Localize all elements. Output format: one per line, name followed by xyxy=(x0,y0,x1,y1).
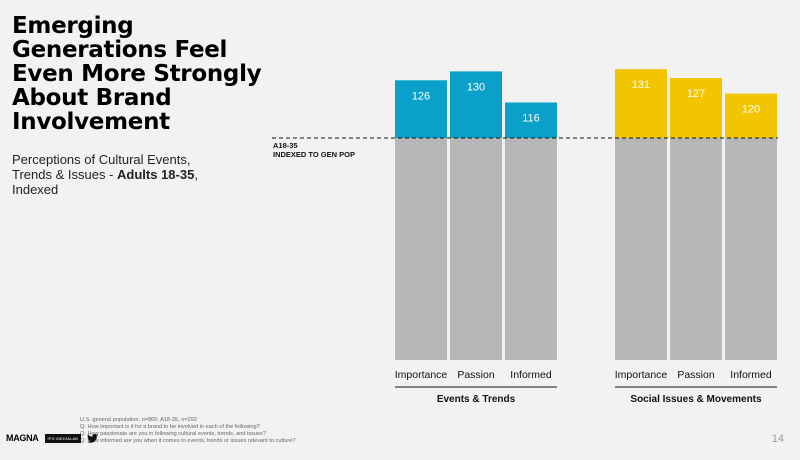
bar-excess xyxy=(615,69,667,138)
bar-excess xyxy=(505,102,557,138)
brand-logos: MAGNA IPG MEDIALAB xyxy=(6,433,99,443)
data-label: 131 xyxy=(632,79,650,91)
subtitle-lead: Perceptions of Cultural Events, Trends &… xyxy=(12,152,191,182)
subtitle-bold: Adults 18-35 xyxy=(117,167,195,182)
bar-excess xyxy=(450,71,502,138)
footnote-line: Q: How passionate are you in following c… xyxy=(80,431,266,437)
ipg-medialab-logo: IPG MEDIALAB xyxy=(44,433,82,443)
data-label: 116 xyxy=(522,112,540,124)
group-label: Social Issues & Movements xyxy=(630,394,762,405)
data-label: 127 xyxy=(687,88,705,100)
data-label: 126 xyxy=(412,90,430,102)
bar-base xyxy=(505,138,557,360)
bar-excess xyxy=(395,80,447,138)
page-title: Emerging Generations Feel Even More Stro… xyxy=(12,13,262,135)
category-label: Importance xyxy=(615,369,668,381)
footnote-line: Q: How informed are you when it comes to… xyxy=(80,438,296,444)
bar-base xyxy=(450,138,502,360)
data-label: 120 xyxy=(742,104,760,116)
footnotes: U.S. general population, n=865; A18-35, … xyxy=(80,417,295,445)
group-label: Events & Trends xyxy=(437,394,516,405)
magna-logo: MAGNA xyxy=(6,433,39,443)
category-label: Passion xyxy=(677,369,715,381)
bar-excess xyxy=(725,93,777,138)
bar-base xyxy=(670,138,722,360)
page-subtitle: Perceptions of Cultural Events, Trends &… xyxy=(12,152,222,197)
footnote-line: Q: How important is it for a brand to be… xyxy=(80,424,260,430)
baseline-label: INDEXED TO GEN POP xyxy=(273,150,355,159)
category-label: Passion xyxy=(457,369,495,381)
bar-base xyxy=(615,138,667,360)
category-label: Informed xyxy=(510,369,552,381)
footnote-line: U.S. general population, n=865; A18-35, … xyxy=(80,417,197,423)
bar-excess xyxy=(670,78,722,138)
subtitle-tail: , Indexed xyxy=(12,167,198,197)
baseline-label: A18-35 xyxy=(273,141,298,150)
category-label: Importance xyxy=(395,369,448,381)
bar-base xyxy=(395,138,447,360)
category-label: Informed xyxy=(730,369,772,381)
bar-base xyxy=(725,138,777,360)
twitter-icon xyxy=(87,433,99,443)
data-label: 130 xyxy=(467,81,485,93)
page-number: 14 xyxy=(771,433,784,445)
